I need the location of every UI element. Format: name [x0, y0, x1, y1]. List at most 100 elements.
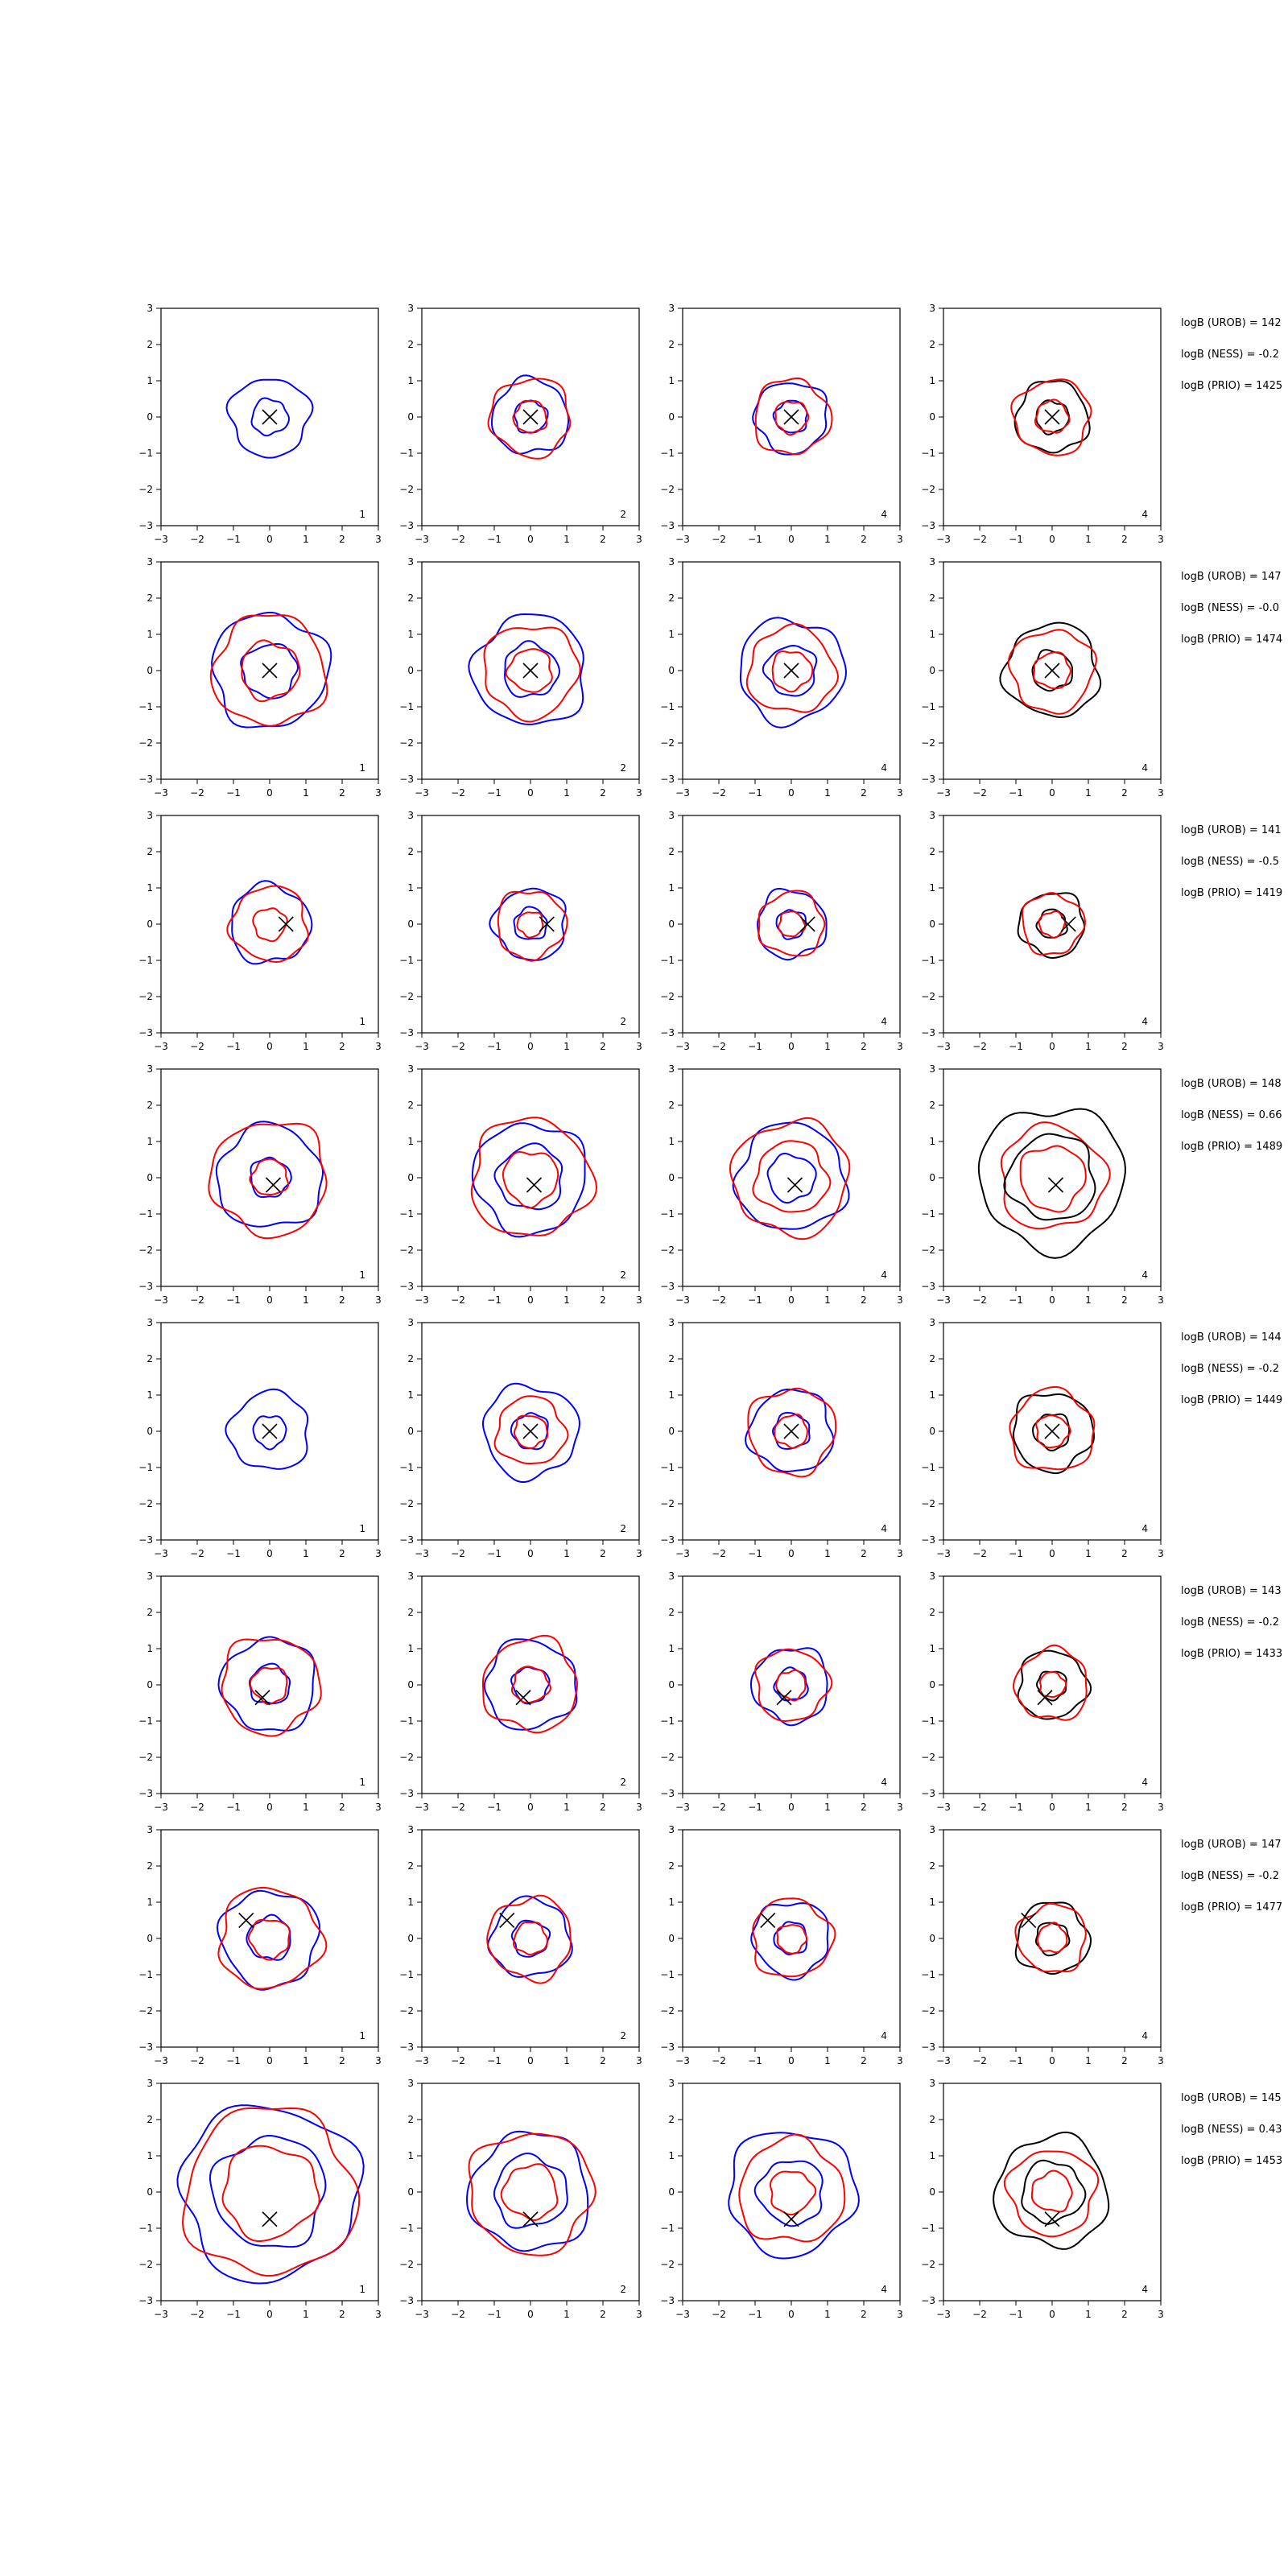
y-tick-label: 3 [929, 303, 935, 314]
x-tick-label: −2 [451, 1294, 465, 1306]
axes-frame [160, 815, 379, 1034]
y-tick-label: −2 [399, 484, 414, 495]
contour-group [487, 374, 572, 460]
x-tick-label: −1 [226, 787, 241, 799]
x-tick-label: −3 [415, 1548, 429, 1559]
y-tick-label: 2 [929, 846, 935, 857]
y-tick-label: 0 [668, 1679, 675, 1690]
y-tick-label: 1 [407, 375, 414, 386]
x-tick-label: 0 [788, 1294, 795, 1306]
panel-label: 2 [620, 1016, 626, 1027]
y-tick-label: −1 [138, 1715, 153, 1727]
panel-label: 2 [620, 2284, 626, 2295]
panel-r6-c3: −3−3 −2 −2 −1 −1 0 0 1 1 2 2 3 3 4 [660, 1571, 903, 1813]
x-tick-label: 0 [266, 1041, 273, 1052]
y-tick-label: −3 [660, 2295, 675, 2306]
y-tick-label: 2 [929, 2114, 935, 2125]
red-contour [181, 2107, 361, 2277]
y-tick-label: 0 [147, 1426, 153, 1437]
x-tick-label: −3 [675, 1548, 690, 1559]
panel-label: 4 [881, 1269, 887, 1281]
y-tick-label: 3 [668, 556, 675, 568]
y-tick-label: −1 [138, 1208, 153, 1220]
black-contour [999, 621, 1102, 719]
y-tick-label: −3 [399, 1534, 414, 1546]
x-tick-label: −2 [972, 1041, 987, 1052]
y-tick-label: 1 [929, 1389, 935, 1401]
y-tick-label: 3 [668, 810, 675, 821]
true-position-marker [522, 409, 539, 425]
y-tick-label: 1 [668, 629, 675, 640]
y-tick-label: −1 [399, 701, 414, 712]
annotation-r8-1: logB (UROB) = 145 [1181, 2092, 1282, 2104]
panel-label: 1 [359, 509, 365, 520]
y-tick-label: −1 [138, 2223, 153, 2234]
y-tick-label: 1 [407, 1389, 414, 1401]
blue-contour [745, 1389, 835, 1473]
x-tick-label: 0 [788, 1041, 795, 1052]
y-tick-label: 2 [407, 846, 414, 857]
y-tick-label: 0 [929, 1426, 935, 1437]
blue-contour [208, 2134, 327, 2248]
y-tick-label: 3 [929, 1824, 935, 1835]
x-tick-label: −1 [748, 1802, 762, 1813]
y-tick-label: 1 [668, 2150, 675, 2161]
contour-group [481, 1382, 580, 1483]
y-tick-label: 3 [668, 303, 675, 314]
red-contour [249, 1158, 290, 1195]
x-tick-label: 0 [266, 2309, 273, 2320]
x-tick-label: −1 [487, 1041, 502, 1052]
x-tick-label: 2 [339, 1548, 345, 1559]
blue-contour [490, 374, 570, 455]
x-tick-label: 2 [861, 1041, 867, 1052]
x-tick-label: −2 [712, 2309, 726, 2320]
y-tick-label: −3 [138, 520, 153, 531]
x-tick-label: −1 [487, 1548, 502, 1559]
x-tick-label: −1 [1009, 2309, 1023, 2320]
blue-contour [728, 2132, 860, 2260]
annotation-r4-1: logB (UROB) = 148 [1181, 1078, 1282, 1090]
blue-contour [739, 617, 847, 729]
y-tick-label: 3 [407, 303, 414, 314]
x-tick-label: 1 [303, 1294, 309, 1306]
y-tick-label: 2 [668, 1860, 675, 1872]
axes-frame [160, 1575, 379, 1794]
x-tick-label: 0 [788, 787, 795, 799]
panel-r8-c1: −3−3 −2 −2 −1 −1 0 0 1 1 2 2 3 3 1 [138, 2078, 382, 2320]
x-tick-label: −3 [415, 2055, 429, 2066]
y-tick-label: 0 [929, 1933, 935, 1944]
y-tick-label: 2 [929, 1860, 935, 1872]
x-tick-label: −2 [972, 787, 987, 799]
x-tick-label: 1 [1085, 534, 1092, 545]
x-tick-label: 1 [1085, 1294, 1092, 1306]
x-tick-label: 1 [303, 1041, 309, 1052]
true-position-marker [265, 1177, 282, 1193]
panel-label: 4 [1141, 2030, 1148, 2041]
x-tick-label: 1 [303, 787, 309, 799]
red-contour [1013, 1644, 1088, 1721]
blue-contour [252, 1415, 287, 1451]
x-tick-label: −1 [748, 1041, 762, 1052]
y-tick-label: −3 [399, 520, 414, 531]
contour-group [489, 887, 568, 962]
red-contour [500, 2163, 559, 2221]
panel-label: 4 [881, 1777, 887, 1788]
annotation-r3-1: logB (UROB) = 141 [1181, 824, 1282, 836]
x-tick-label: 0 [266, 1802, 273, 1813]
y-tick-label: −1 [399, 448, 414, 459]
contour-group [749, 1647, 833, 1727]
y-tick-label: 3 [147, 1317, 153, 1328]
contour-group [739, 617, 847, 729]
y-tick-label: 1 [668, 1643, 675, 1654]
x-tick-label: −1 [748, 1294, 762, 1306]
contour-group [993, 2131, 1110, 2250]
y-tick-label: 1 [147, 882, 153, 894]
red-contour [468, 2132, 597, 2256]
x-tick-label: −3 [936, 2055, 951, 2066]
x-tick-label: −1 [487, 787, 502, 799]
y-tick-label: 3 [407, 1063, 414, 1075]
x-tick-label: −1 [226, 1294, 241, 1306]
true-position-marker [760, 1912, 776, 1929]
y-tick-label: −3 [660, 1534, 675, 1546]
x-tick-label: −3 [675, 2055, 690, 2066]
